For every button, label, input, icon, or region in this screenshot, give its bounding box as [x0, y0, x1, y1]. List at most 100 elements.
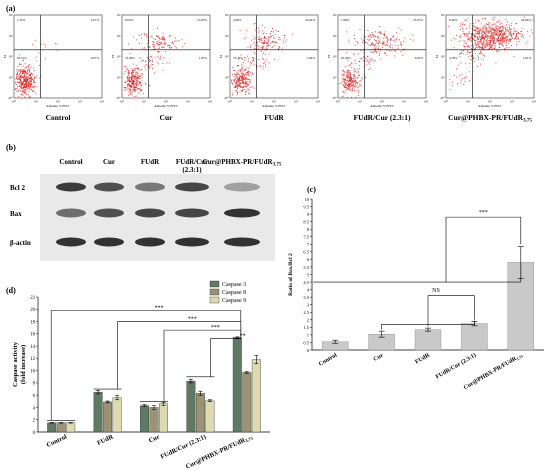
flow-sample-name: FUdR — [264, 113, 284, 122]
chart-d-bar-caspase-0 — [140, 405, 149, 433]
chart-d-bar-caspase-1 — [195, 393, 205, 433]
blot-lane-label-5: Cur@PHBX-PR/FUdR3.75 — [203, 158, 282, 168]
chart-d-sig-label: *** — [211, 325, 220, 331]
flow-q3-value: 72.33% — [233, 56, 243, 60]
chart-d-y-tick-label: 18 — [30, 320, 35, 325]
chart-d-y-tick-label: 14 — [30, 345, 35, 350]
chart-c-y-tick-label: 8 — [307, 227, 310, 232]
chart-c-x-tick-label: FUdR/Cur (2.3:1) — [434, 352, 477, 381]
chart-d-sig-bracket — [163, 329, 242, 402]
chart-d-x-tick-label-sub: 3.75 — [244, 435, 254, 443]
chart-c-y-tick-label: 9 — [307, 212, 310, 217]
chart-c-y-tick-label: 9.5 — [303, 204, 309, 209]
chart-d-x-tick-label: FUdR/Cur (2.3:1) — [160, 433, 208, 460]
chart-d-y-tick-label: 4 — [33, 406, 36, 411]
chart-c-y-tick-label: 4 — [307, 287, 310, 292]
flow-sample-name-main: Cur — [160, 113, 174, 122]
chart-d-legend-label-1: Caspase 8 — [222, 290, 246, 296]
flow-y-axis-label: PI — [111, 54, 115, 58]
flow-sample-name-main: Cur@PHBX-PR/FUdR — [448, 113, 523, 122]
chart-c-y-tick-label: 7 — [307, 242, 310, 247]
flow-y-tick: 10⁰ — [116, 96, 121, 100]
chart-c-x-tick-label: Control — [318, 352, 339, 367]
flow-x-tick: 10² — [272, 100, 276, 104]
flow-y-tick: 10² — [117, 55, 121, 59]
flow-y-axis-label: PI — [327, 54, 331, 58]
flow-y-axis-label: PI — [435, 54, 439, 58]
flow-x-tick: 10⁰ — [12, 100, 17, 104]
flow-x-tick: 10¹ — [358, 100, 362, 104]
flow-sample-name-main: Control — [46, 113, 71, 122]
chart-c-bar — [368, 333, 395, 351]
chart-d-y-tick-label: 12 — [30, 357, 35, 362]
flow-y-axis-label: PI — [219, 54, 223, 58]
blot-lane-label-text: Control — [59, 158, 82, 166]
flow-sample-name-sub: 3.75 — [523, 119, 532, 124]
flow-x-tick: 10³ — [510, 100, 514, 104]
chart-c-bracket-middle — [427, 295, 475, 327]
blot-lane-label-3: FUdR — [141, 158, 160, 166]
flow-x-tick: 10³ — [186, 100, 190, 104]
flow-q4-value: 1.94% — [307, 56, 316, 60]
blot-band — [224, 237, 260, 247]
chart-c-y-axis-label: Ratio of Bax/Bcl 2 — [288, 253, 294, 296]
chart-d-y-tick-label: 6 — [33, 394, 36, 399]
flow-y-tick: 10³ — [441, 34, 445, 38]
chart-d-y-tick-label: 20 — [30, 308, 35, 313]
chart-d-y-tick-label: 16 — [30, 333, 35, 338]
flow-x-axis-label: Annexin V-FITC — [154, 104, 178, 108]
blot-band — [94, 182, 124, 192]
chart-d-sig-bracket — [50, 310, 242, 421]
blot-lane-label-sub: 3.75 — [273, 163, 282, 168]
flow-y-tick: 10³ — [225, 34, 229, 38]
flow-q3-value: 4.78% — [449, 56, 458, 60]
flow-x-tick: 10⁰ — [336, 100, 341, 104]
flow-dots — [123, 28, 186, 97]
panel-c-label: (c) — [307, 185, 316, 194]
chart-c-ns-label: NS — [432, 288, 440, 294]
chart-d-bar-caspase-0 — [232, 337, 242, 433]
flow-y-tick: 10³ — [9, 34, 13, 38]
chart-d-x-tick-label-main: Cur@PHBX-PR/FUdR — [185, 437, 247, 471]
flow-q1-value: 5.09% — [233, 18, 242, 22]
flow-y-tick: 10⁰ — [224, 96, 229, 100]
flow-y-tick: 10³ — [117, 34, 121, 38]
flow-x-axis-label: Annexin V-FITC — [262, 104, 286, 108]
flow-x-tick: 10³ — [78, 100, 82, 104]
blot-lane-label-text: Cur@PHBX-PR/FUdR — [203, 158, 274, 166]
flow-y-tick: 10² — [9, 55, 13, 59]
chart-d-legend-swatch-1 — [209, 288, 220, 296]
flow-y-tick: 10² — [225, 55, 229, 59]
flow-q1-value: 1.98% — [341, 18, 350, 22]
flow-q3-value: 74.49% — [125, 56, 135, 60]
flow-x-tick: 10³ — [294, 100, 298, 104]
flow-x-tick: 10¹ — [466, 100, 470, 104]
chart-d-legend-swatch-0 — [209, 280, 220, 288]
flow-y-tick: 10⁰ — [440, 96, 445, 100]
flow-q2-value: 25.05% — [413, 18, 423, 22]
chart-c-y-tick-label: 5 — [307, 272, 310, 277]
chart-d-sig-label: *** — [155, 305, 164, 311]
chart-c-bar — [414, 329, 442, 351]
blot-band — [56, 182, 86, 192]
chart-c-sig-bracket — [445, 216, 522, 283]
blot-lane-label-text: FUdR/Cur — [176, 158, 208, 166]
blot-band — [224, 208, 260, 218]
flow-plot-frame — [121, 14, 211, 99]
flow-x-tick: 10³ — [402, 100, 406, 104]
blot-band — [175, 182, 209, 192]
blot-band — [224, 182, 260, 192]
blot-lane-ratio: (2.3:1) — [182, 166, 202, 174]
flow-x-tick: 10⁴ — [532, 100, 536, 104]
flow-y-tick: 10² — [441, 55, 445, 59]
flow-q2-value: 20.64% — [305, 18, 315, 22]
flow-cytometry-panel: 1.35% 2.07%95.51% 0.07%10⁰10⁰10¹10¹10²10²1… — [3, 13, 536, 124]
flow-q2-value: 92.82% — [521, 18, 531, 22]
blot-row-label-1: Bcl 2 — [10, 184, 25, 192]
chart-d-x-tick-label: Control — [46, 433, 69, 449]
chart-d-bar-caspase-1 — [149, 407, 159, 433]
blot-row-label-3: β-actin — [10, 239, 31, 247]
chart-c-x-tick-label-main: Cur@PHBX-PR/FUdR — [463, 356, 518, 391]
panel-a-label: (a) — [6, 4, 16, 13]
